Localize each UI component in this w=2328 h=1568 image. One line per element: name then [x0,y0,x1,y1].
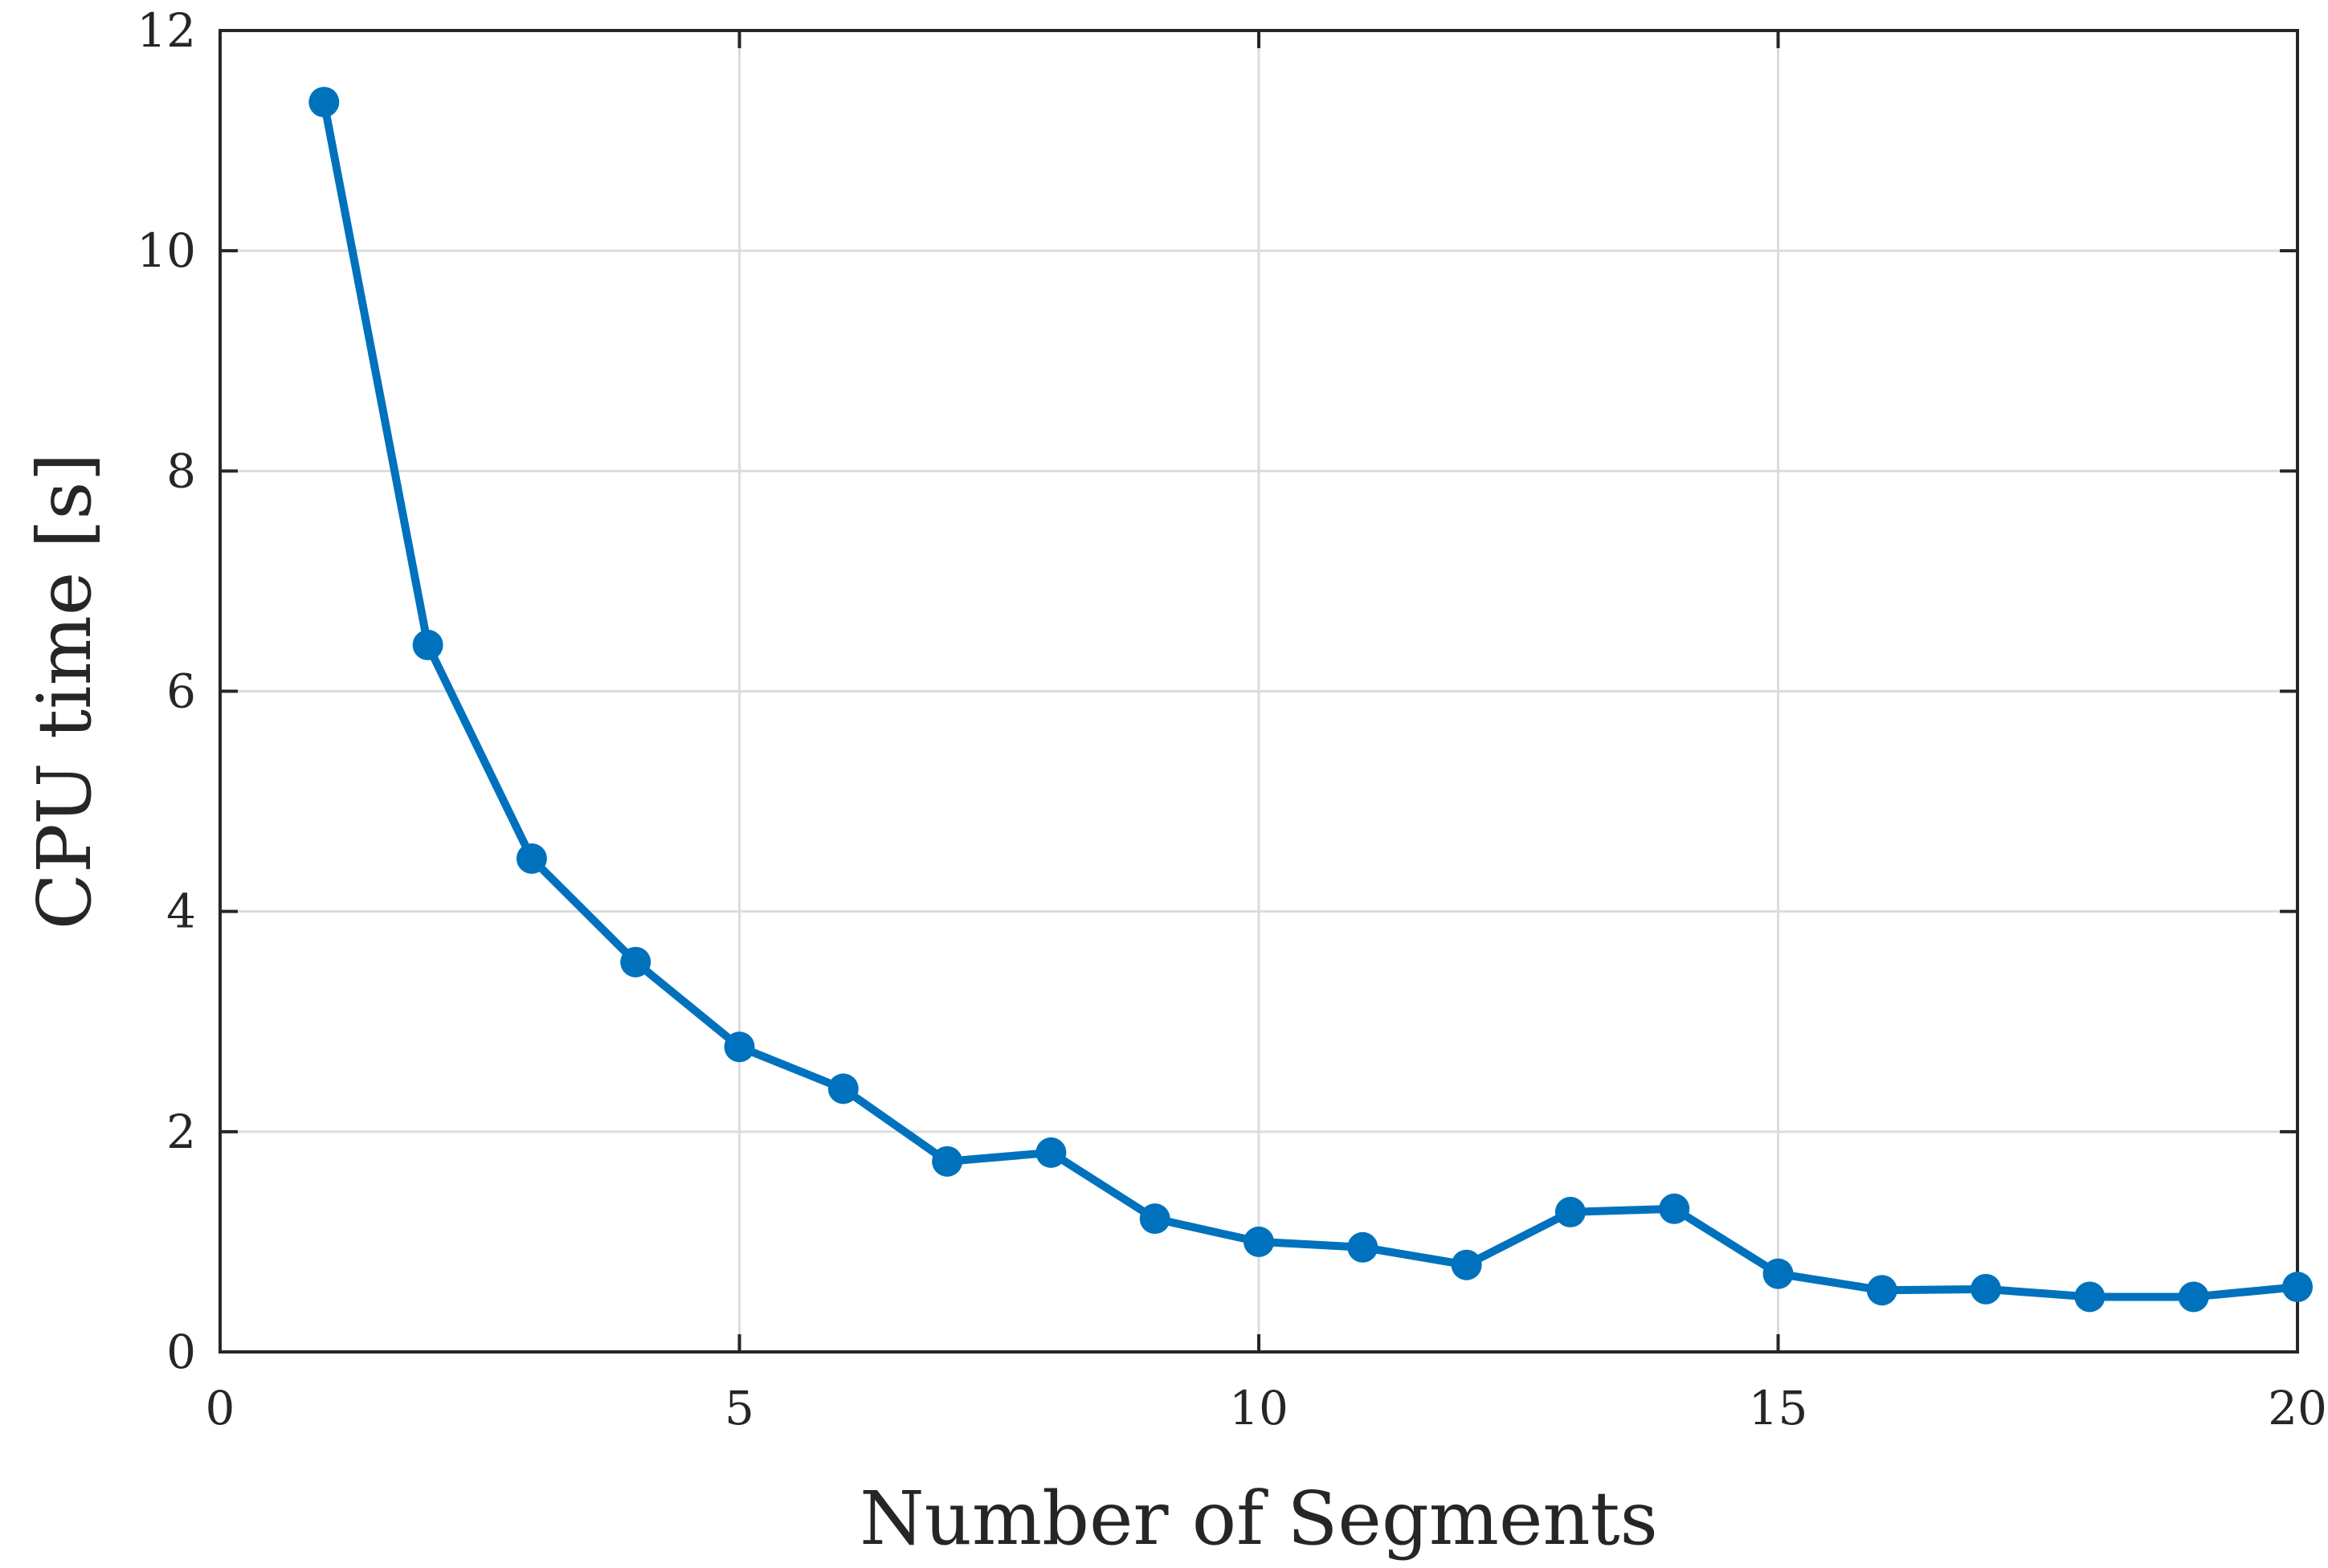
data-point [2074,1281,2105,1313]
axis-ticks [219,29,2299,1354]
data-point [412,629,443,660]
data-point [516,843,547,874]
data-point [308,87,340,118]
y-tick-label: 4 [166,884,196,939]
y-tick-label: 8 [166,443,196,498]
y-tick-label: 6 [166,664,196,719]
data-point [827,1073,859,1105]
x-tick-labels: 0 5 10 15 20 [206,1381,2327,1435]
y-axis-label: CPU time [s] [22,453,108,930]
y-tick-label: 0 [166,1325,196,1379]
series-line [320,98,2301,1301]
data-point [1554,1196,1586,1227]
data-point [1451,1249,1482,1280]
data-point [2178,1281,2209,1313]
data-point [2282,1272,2313,1303]
data-point [724,1031,755,1063]
y-tick-label: 10 [137,223,196,278]
data-point [1659,1193,1690,1224]
y-tick-labels: 0 2 4 6 8 10 12 [137,3,196,1379]
grid-lines [220,31,2297,1352]
x-tick-label: 0 [206,1381,235,1435]
y-tick-label: 12 [137,3,196,58]
data-point [1347,1231,1378,1263]
data-point [1762,1258,1794,1289]
data-point [620,946,651,978]
data-point [1244,1226,1274,1257]
data-point [932,1145,963,1177]
data-point [1139,1203,1170,1235]
data-point [1971,1273,2002,1305]
series-layer [308,87,2313,1313]
data-point [1866,1275,1897,1306]
x-tick-label: 20 [2268,1381,2327,1435]
data-point [1035,1137,1067,1168]
x-axis-label: Number of Segments [860,1476,1658,1562]
x-tick-label: 10 [1229,1381,1289,1435]
y-tick-label: 2 [166,1105,196,1159]
x-tick-label: 5 [725,1381,754,1435]
x-tick-label: 15 [1749,1381,1808,1435]
